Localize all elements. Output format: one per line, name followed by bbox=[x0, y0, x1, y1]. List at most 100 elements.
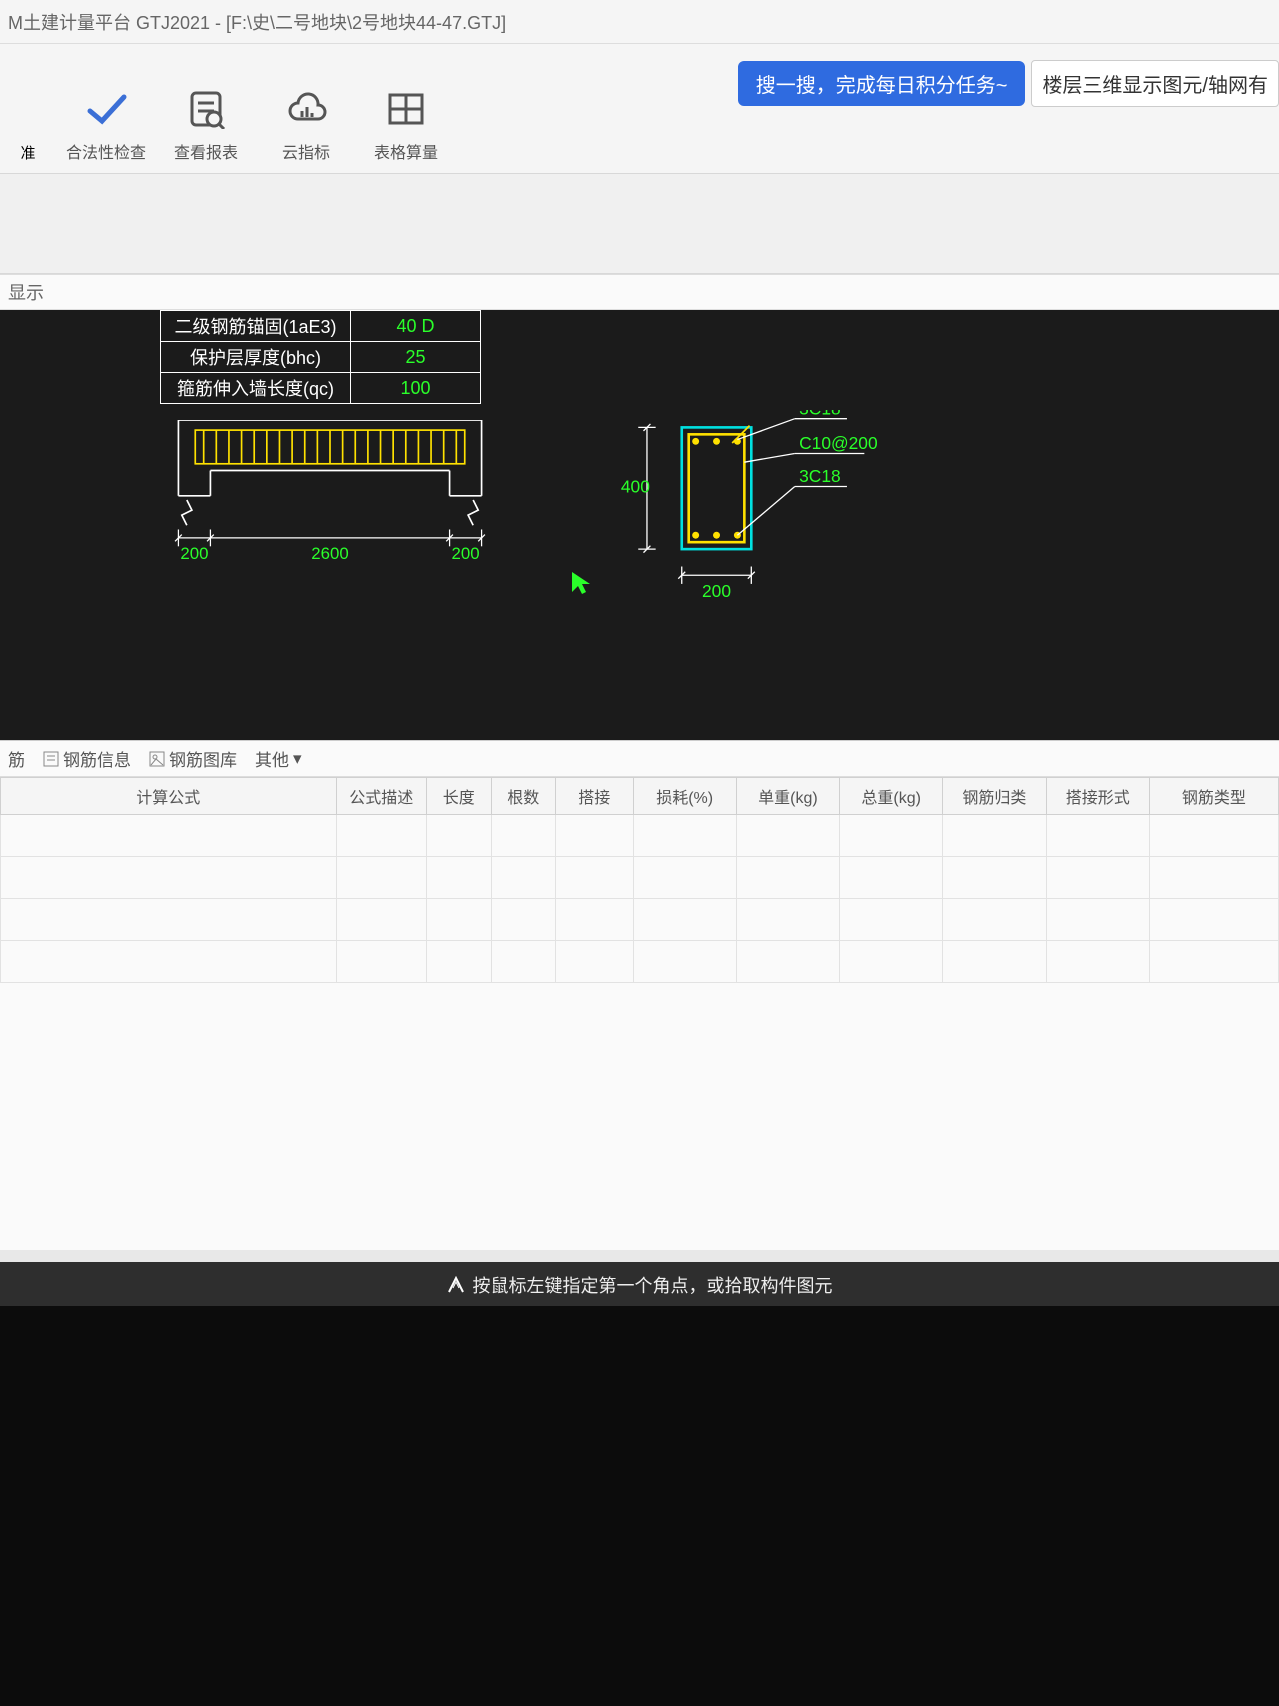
check-icon bbox=[84, 89, 128, 129]
grid-cell[interactable] bbox=[1149, 815, 1278, 857]
monitor-bezel bbox=[0, 1306, 1279, 1706]
grid-header-row: 计算公式公式描述长度根数搭接损耗(%)单重(kg)总重(kg)钢筋归类搭接形式钢… bbox=[1, 778, 1279, 815]
dim-span: 2600 bbox=[311, 544, 348, 563]
table-row[interactable] bbox=[1, 815, 1279, 857]
grid-header[interactable]: 单重(kg) bbox=[736, 778, 839, 815]
table-row[interactable] bbox=[1, 857, 1279, 899]
grid-cell[interactable] bbox=[1046, 899, 1149, 941]
grid-cell[interactable] bbox=[1046, 941, 1149, 983]
grid-cell[interactable] bbox=[336, 899, 426, 941]
grid-header[interactable]: 公式描述 bbox=[336, 778, 426, 815]
grid-cell[interactable] bbox=[1149, 857, 1278, 899]
grid-cell[interactable] bbox=[556, 899, 633, 941]
table-calc-label: 表格算量 bbox=[374, 145, 438, 162]
table-row: 箍筋伸入墙长度(qc)100 bbox=[161, 373, 481, 404]
grid-cell[interactable] bbox=[1, 815, 337, 857]
grid-cell[interactable] bbox=[1149, 941, 1278, 983]
promo-tag[interactable]: 楼层三维显示图元/轴网有 bbox=[1031, 60, 1279, 107]
grid-cell[interactable] bbox=[556, 941, 633, 983]
grid-cell[interactable] bbox=[491, 815, 556, 857]
view-report-label: 查看报表 bbox=[174, 145, 238, 162]
grid-cell[interactable] bbox=[736, 941, 839, 983]
drawing-canvas[interactable]: 二级钢筋锚固(1aE3)40 D 保护层厚度(bhc)25 箍筋伸入墙长度(qc… bbox=[0, 310, 1279, 740]
table-row: 二级钢筋锚固(1aE3)40 D bbox=[161, 311, 481, 342]
grid-cell[interactable] bbox=[633, 857, 736, 899]
grid-cell[interactable] bbox=[736, 899, 839, 941]
grid-cell[interactable] bbox=[1, 899, 337, 941]
grid-cell[interactable] bbox=[633, 899, 736, 941]
grid-header[interactable]: 搭接 bbox=[556, 778, 633, 815]
tab-rebar-library[interactable]: 钢筋图库 bbox=[149, 746, 237, 771]
grid-cell[interactable] bbox=[1, 941, 337, 983]
grid-cell[interactable] bbox=[1, 857, 337, 899]
cloud-index-label: 云指标 bbox=[282, 145, 330, 162]
grid-cell[interactable] bbox=[633, 941, 736, 983]
view-report-button[interactable]: 查看报表 bbox=[156, 89, 256, 163]
grid-header[interactable]: 根数 bbox=[491, 778, 556, 815]
rebar-grid[interactable]: 计算公式公式描述长度根数搭接损耗(%)单重(kg)总重(kg)钢筋归类搭接形式钢… bbox=[0, 777, 1279, 983]
table-row[interactable] bbox=[1, 941, 1279, 983]
grid-header[interactable]: 钢筋归类 bbox=[943, 778, 1046, 815]
grid-cell[interactable] bbox=[491, 857, 556, 899]
grid-cell[interactable] bbox=[943, 899, 1046, 941]
parameter-table: 二级钢筋锚固(1aE3)40 D 保护层厚度(bhc)25 箍筋伸入墙长度(qc… bbox=[160, 310, 481, 404]
grid-cell[interactable] bbox=[943, 815, 1046, 857]
tab-rebar[interactable]: 筋 bbox=[8, 746, 25, 771]
grid-cell[interactable] bbox=[840, 899, 943, 941]
promo-banner[interactable]: 搜一搜，完成每日积分任务~ bbox=[738, 61, 1026, 106]
tab-rebar-label: 筋 bbox=[8, 746, 25, 771]
grid-cell[interactable] bbox=[556, 857, 633, 899]
tab-rebar-info[interactable]: 钢筋信息 bbox=[43, 746, 131, 771]
panel-tab[interactable]: 显示 bbox=[0, 274, 1279, 310]
elevation-drawing: 200 2600 200 bbox=[140, 420, 520, 580]
grid-cell[interactable] bbox=[426, 941, 491, 983]
promo-row: 搜一搜，完成每日积分任务~ 楼层三维显示图元/轴网有 bbox=[738, 60, 1279, 107]
grid-cell[interactable] bbox=[556, 815, 633, 857]
grid-header[interactable]: 搭接形式 bbox=[1046, 778, 1149, 815]
grid-header[interactable]: 计算公式 bbox=[1, 778, 337, 815]
grid-cell[interactable] bbox=[491, 941, 556, 983]
grid-header[interactable]: 长度 bbox=[426, 778, 491, 815]
param-value: 25 bbox=[351, 342, 481, 373]
grid-cell[interactable] bbox=[426, 815, 491, 857]
validity-check-label: 合法性检查 bbox=[66, 145, 146, 162]
grid-cell[interactable] bbox=[633, 815, 736, 857]
grid-cell[interactable] bbox=[943, 857, 1046, 899]
tab-rebar-info-label: 钢筋信息 bbox=[63, 746, 131, 771]
grid-header[interactable]: 损耗(%) bbox=[633, 778, 736, 815]
grid-header[interactable]: 钢筋类型 bbox=[1149, 778, 1278, 815]
table-row[interactable] bbox=[1, 899, 1279, 941]
grid-cell[interactable] bbox=[840, 857, 943, 899]
grid-cell[interactable] bbox=[336, 815, 426, 857]
grid-cell[interactable] bbox=[736, 857, 839, 899]
grid-cell[interactable] bbox=[426, 899, 491, 941]
grid-cell[interactable] bbox=[943, 941, 1046, 983]
ribbon-spacer bbox=[0, 174, 1279, 274]
validity-check-button[interactable]: 合法性检查 bbox=[56, 89, 156, 163]
report-icon bbox=[184, 89, 228, 129]
grid-cell[interactable] bbox=[336, 941, 426, 983]
ribbon-lead: 准 bbox=[0, 142, 56, 163]
grid-cell[interactable] bbox=[1046, 857, 1149, 899]
grid-cell[interactable] bbox=[491, 899, 556, 941]
grid-cell[interactable] bbox=[840, 815, 943, 857]
grid-cell[interactable] bbox=[336, 857, 426, 899]
grid-cell[interactable] bbox=[736, 815, 839, 857]
grid-cell[interactable] bbox=[1149, 899, 1278, 941]
dim-right: 200 bbox=[452, 544, 480, 563]
param-label: 二级钢筋锚固(1aE3) bbox=[161, 311, 351, 342]
grid-cell[interactable] bbox=[840, 941, 943, 983]
grid-cell[interactable] bbox=[1046, 815, 1149, 857]
cloud-index-button[interactable]: 云指标 bbox=[256, 89, 356, 163]
table-calc-button[interactable]: 表格算量 bbox=[356, 89, 456, 163]
section-height: 400 bbox=[621, 477, 650, 497]
grid-header[interactable]: 总重(kg) bbox=[840, 778, 943, 815]
list-icon bbox=[43, 751, 59, 767]
cursor-icon bbox=[570, 570, 592, 596]
rebar-panel: 筋 钢筋信息 钢筋图库 其他 ▾ 计算公式公式描述长度根数搭接损耗(%)单重(k… bbox=[0, 740, 1279, 1250]
section-drawing: 200 400 3C18 C10@200 3C18 bbox=[600, 410, 920, 610]
section-width: 200 bbox=[702, 581, 731, 601]
section-stirrup: C10@200 bbox=[799, 433, 878, 453]
grid-cell[interactable] bbox=[426, 857, 491, 899]
tab-other[interactable]: 其他 ▾ bbox=[255, 746, 302, 771]
